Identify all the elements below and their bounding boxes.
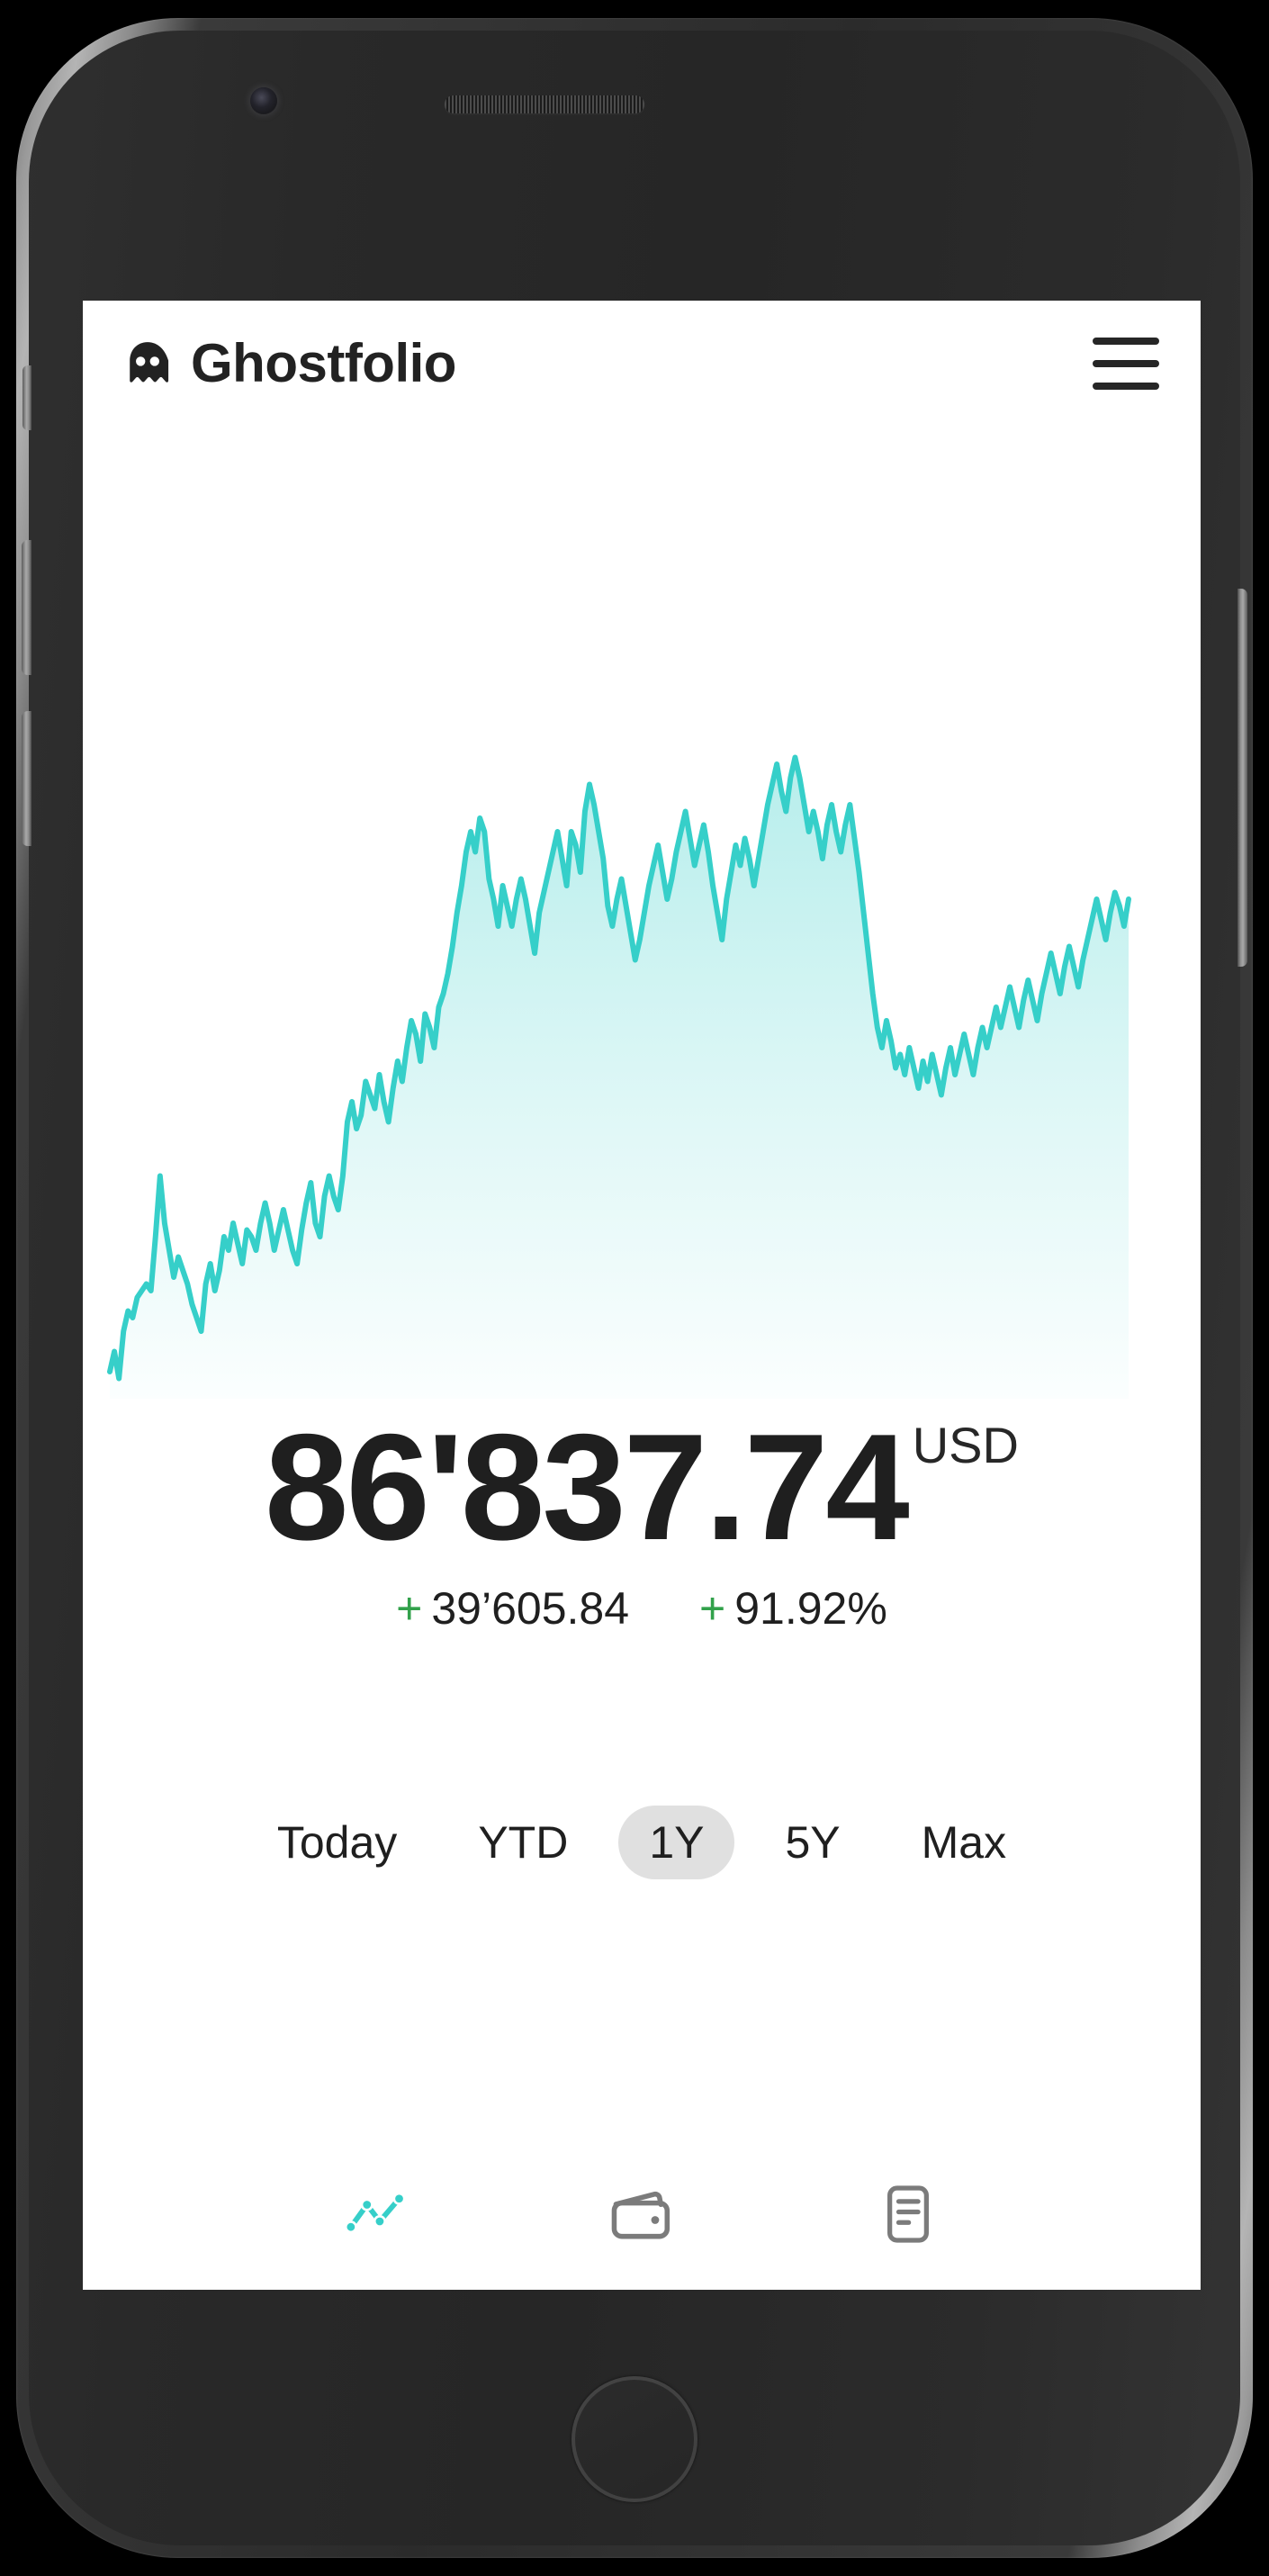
nav-item-summary[interactable] [865,2171,951,2257]
wallet-icon [611,2191,670,2239]
percent-change-value: 91.92% [734,1583,887,1635]
range-chip-max[interactable]: Max [921,1817,1007,1868]
phone-screen: Ghostfolio [83,301,1201,2290]
earpiece-speaker-icon [445,95,644,113]
chart-line [107,754,1131,1382]
nav-item-overview[interactable] [332,2171,418,2257]
percent-change: +91.92% [699,1582,887,1635]
front-camera-icon [250,87,277,114]
portfolio-summary: 86'837.74 USD +39’605.84 +91.92% [83,1408,1201,1635]
menu-line-2 [1093,360,1159,367]
chart-area-fill [110,757,1129,1399]
menu-line-3 [1093,383,1159,390]
bottom-navigation [83,2171,1201,2257]
portfolio-currency: USD [912,1417,1019,1473]
portfolio-performance-chart[interactable] [83,688,1201,1408]
percent-change-sign: + [699,1583,726,1635]
line-chart-icon [344,2192,406,2234]
range-chip-today[interactable]: Today [276,1817,398,1868]
power-button[interactable] [1238,589,1247,967]
range-chip-1y[interactable]: 1Y [618,1806,735,1879]
portfolio-chart-container[interactable] [83,688,1201,1408]
hamburger-menu-icon[interactable] [1093,338,1159,390]
document-icon [887,2185,929,2243]
brand-name: Ghostfolio [191,333,456,393]
volume-up-button[interactable] [22,540,32,675]
absolute-change: +39’605.84 [396,1582,629,1635]
phone-frame: Ghostfolio [16,18,1253,2558]
change-row: +39’605.84 +91.92% [83,1582,1201,1635]
app-header: Ghostfolio [83,301,1201,427]
nav-item-portfolio[interactable] [598,2171,685,2257]
phone-body: Ghostfolio [22,31,1247,2545]
volume-down-button[interactable] [22,711,32,846]
silence-switch[interactable] [22,365,32,430]
absolute-change-sign: + [396,1583,423,1635]
absolute-change-value: 39’605.84 [431,1583,630,1635]
brand[interactable]: Ghostfolio [124,337,456,391]
range-chip-ytd[interactable]: YTD [478,1817,569,1868]
ghost-icon [130,342,169,383]
menu-line-1 [1093,338,1159,345]
portfolio-value-row: 86'837.74 USD [83,1402,1201,1572]
date-range-selector[interactable]: Today YTD 1Y 5Y Max [83,1806,1201,1879]
range-chip-5y[interactable]: 5Y [785,1817,841,1868]
home-button[interactable] [572,2376,698,2502]
portfolio-value: 86'837.74 [265,1402,910,1572]
